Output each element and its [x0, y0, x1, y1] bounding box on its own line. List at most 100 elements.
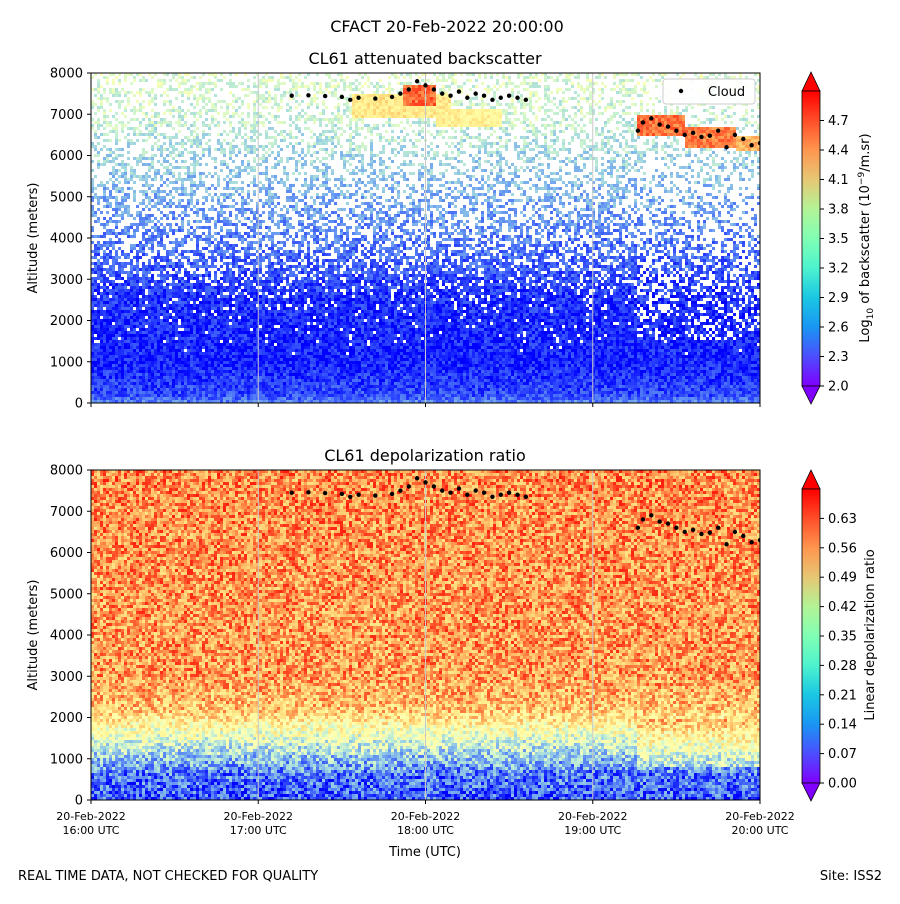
heatmap-cell	[154, 334, 157, 337]
heatmap-cell	[271, 79, 274, 82]
heatmap-cell	[256, 226, 259, 229]
heatmap-cell	[280, 157, 283, 160]
heatmap-cell	[265, 295, 268, 298]
heatmap-cell	[205, 247, 208, 250]
heatmap-cell	[226, 184, 229, 187]
heatmap-cell	[238, 352, 241, 355]
heatmap-cell	[217, 250, 220, 253]
heatmap-cell	[241, 208, 244, 211]
heatmap-cell	[97, 382, 100, 385]
heatmap-cell	[184, 394, 187, 397]
heatmap-cell	[226, 280, 229, 283]
heatmap-cell	[175, 358, 178, 361]
heatmap-cell	[217, 220, 220, 223]
heatmap-cell	[220, 226, 223, 229]
heatmap-cell	[256, 136, 259, 139]
heatmap-cell	[151, 226, 154, 229]
heatmap-cell	[100, 358, 103, 361]
heatmap-cell	[187, 97, 190, 100]
heatmap-cell	[181, 376, 184, 379]
heatmap-cell	[91, 334, 94, 337]
heatmap-cell	[91, 160, 94, 163]
heatmap-cell	[193, 382, 196, 385]
heatmap-cell	[136, 391, 139, 394]
heatmap-cell	[256, 241, 259, 244]
heatmap-cell	[142, 367, 145, 370]
heatmap-cell	[202, 208, 205, 211]
heatmap-cell	[163, 388, 166, 391]
heatmap-cell	[250, 385, 253, 388]
heatmap-cell	[277, 397, 280, 400]
heatmap-cell	[160, 79, 163, 82]
heatmap-cell	[274, 103, 277, 106]
heatmap-cell	[190, 352, 193, 355]
heatmap-cell	[250, 364, 253, 367]
heatmap-cell	[214, 292, 217, 295]
heatmap-cell	[268, 325, 271, 328]
heatmap-cell	[160, 349, 163, 352]
heatmap-cell	[208, 352, 211, 355]
heatmap-cell	[238, 211, 241, 214]
heatmap-cell	[136, 223, 139, 226]
heatmap-cell	[280, 307, 283, 310]
heatmap-cell	[226, 355, 229, 358]
heatmap-cell	[199, 307, 202, 310]
heatmap-cell	[115, 205, 118, 208]
heatmap-cell	[157, 382, 160, 385]
heatmap-cell	[205, 82, 208, 85]
heatmap-cell	[226, 301, 229, 304]
heatmap-cell	[133, 94, 136, 97]
heatmap-cell	[244, 298, 247, 301]
heatmap-cell	[280, 301, 283, 304]
heatmap-cell	[229, 382, 232, 385]
heatmap-cell	[268, 400, 271, 403]
heatmap-cell	[124, 376, 127, 379]
heatmap-cell	[190, 292, 193, 295]
heatmap-cell	[280, 259, 283, 262]
heatmap-cell	[250, 310, 253, 313]
heatmap-cell	[139, 373, 142, 376]
heatmap-cell	[103, 400, 106, 403]
heatmap-cell	[232, 292, 235, 295]
heatmap-cell	[115, 391, 118, 394]
heatmap-cell	[265, 373, 268, 376]
heatmap-cell	[94, 319, 97, 322]
heatmap-cell	[91, 400, 94, 403]
heatmap-cell	[199, 280, 202, 283]
heatmap-cell	[142, 193, 145, 196]
heatmap-cell	[229, 262, 232, 265]
heatmap-cell	[190, 226, 193, 229]
heatmap-cell	[133, 367, 136, 370]
heatmap-cell	[94, 265, 97, 268]
heatmap-cell	[163, 358, 166, 361]
heatmap-cell	[250, 199, 253, 202]
heatmap-cell	[178, 172, 181, 175]
heatmap-cell	[214, 370, 217, 373]
heatmap-cell	[124, 208, 127, 211]
heatmap-cell	[148, 136, 151, 139]
heatmap-cell	[184, 391, 187, 394]
heatmap-cell	[184, 367, 187, 370]
heatmap-cell	[214, 388, 217, 391]
heatmap-cell	[178, 304, 181, 307]
heatmap-cell	[160, 385, 163, 388]
heatmap-cell	[178, 364, 181, 367]
heatmap-cell	[199, 97, 202, 100]
heatmap-cell	[130, 379, 133, 382]
heatmap-cell	[202, 133, 205, 136]
heatmap-cell	[214, 379, 217, 382]
heatmap-cell	[280, 310, 283, 313]
heatmap-cell	[130, 118, 133, 121]
heatmap-cell	[112, 325, 115, 328]
heatmap-cell	[187, 346, 190, 349]
heatmap-cell	[127, 322, 130, 325]
heatmap-cell	[229, 361, 232, 364]
heatmap-cell	[133, 382, 136, 385]
heatmap-cell	[160, 241, 163, 244]
heatmap-cell	[196, 322, 199, 325]
heatmap-cell	[109, 400, 112, 403]
heatmap-cell	[235, 319, 238, 322]
heatmap-cell	[214, 391, 217, 394]
heatmap-cell	[277, 352, 280, 355]
heatmap-cell	[121, 250, 124, 253]
